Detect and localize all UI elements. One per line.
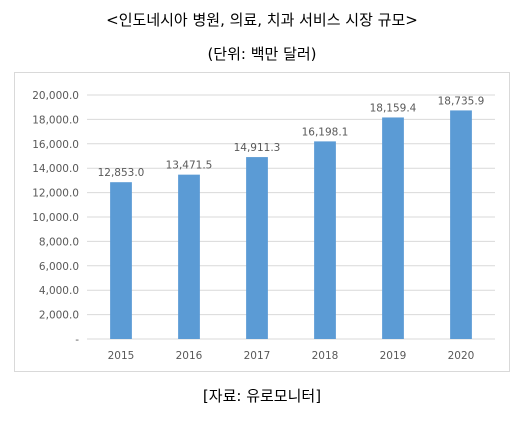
x-tick-label: 2015	[108, 350, 135, 362]
y-tick-label: 10,000.0	[32, 212, 79, 224]
y-tick-label: 8,000.0	[39, 236, 79, 248]
chart-area: - 2,000.0 4,000.0 6,000.0 8,000.0 10,000.0 12,…	[14, 72, 510, 372]
y-tick-label: 12,000.0	[32, 188, 79, 200]
y-tick-label: 14,000.0	[32, 163, 79, 175]
bar-2018	[314, 141, 336, 339]
y-tick-label: 2,000.0	[39, 310, 79, 322]
y-tick-label: 20,000.0	[32, 90, 79, 102]
source-note: [자료: 유로모니터]	[202, 387, 322, 405]
y-tick-label: 4,000.0	[39, 285, 79, 297]
data-label: 16,198.1	[302, 126, 349, 138]
data-label: 13,471.5	[166, 160, 213, 172]
data-label: 12,853.0	[98, 167, 145, 179]
bar-2020	[450, 110, 472, 339]
y-tick-label: 16,000.0	[32, 139, 79, 151]
x-tick-label: 2019	[380, 350, 407, 362]
x-tick-label: 2020	[448, 350, 475, 362]
x-tick-label: 2017	[244, 350, 271, 362]
bar-2019	[382, 117, 404, 339]
data-label: 14,911.3	[234, 142, 281, 154]
chart-title: <인도네시아 병원, 의료, 치과 서비스 시장 규모>	[106, 11, 418, 29]
data-label: 18,735.9	[438, 95, 485, 107]
bar-chart: - 2,000.0 4,000.0 6,000.0 8,000.0 10,000.0 12,…	[32, 90, 495, 362]
bar-2015	[110, 182, 132, 339]
x-tick-label: 2018	[312, 350, 339, 362]
y-tick-label: 18,000.0	[32, 114, 79, 126]
x-tick-label: 2016	[176, 350, 203, 362]
bar-2016	[178, 174, 200, 339]
data-label: 18,159.4	[370, 102, 417, 114]
bar-2017	[246, 157, 268, 339]
unit-note: (단위: 백만 달러)	[207, 45, 317, 63]
y-tick-label: -	[75, 334, 79, 346]
y-tick-label: 6,000.0	[39, 261, 79, 273]
